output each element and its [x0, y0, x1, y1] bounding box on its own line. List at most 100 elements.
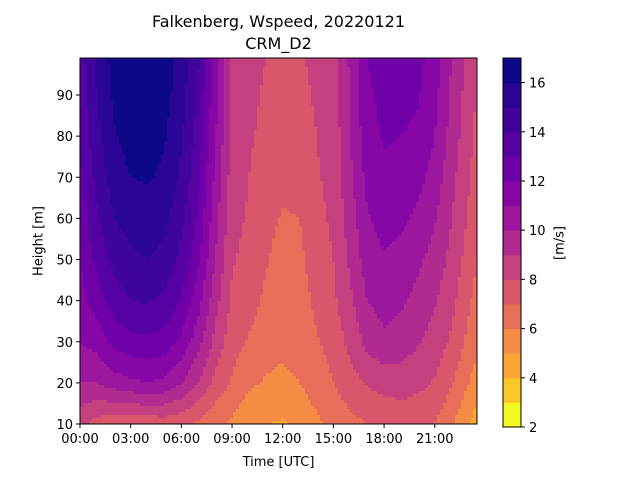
contour-cell — [80, 88, 84, 92]
contour-cell — [188, 256, 192, 260]
contour-cell — [86, 421, 90, 424]
contour-cell — [92, 94, 96, 98]
contour-cell — [170, 241, 174, 245]
contour-cell — [146, 256, 150, 260]
contour-cell — [140, 127, 144, 131]
contour-cell — [92, 130, 96, 134]
contour-cell — [134, 394, 138, 398]
contour-cell — [173, 253, 177, 257]
contour-cell — [125, 331, 129, 335]
contour-cell — [173, 355, 177, 359]
contour-cell — [134, 241, 138, 245]
contour-cell — [161, 229, 165, 233]
contour-cell — [101, 313, 105, 317]
contour-cell — [110, 253, 114, 257]
contour-cell — [188, 175, 192, 179]
contour-cell — [86, 304, 90, 308]
contour-cell — [191, 160, 195, 164]
contour-cell — [164, 178, 168, 182]
contour-cell — [152, 364, 156, 368]
contour-cell — [131, 319, 135, 323]
contour-cell — [143, 268, 147, 272]
contour-cell — [128, 406, 132, 410]
contour-cell — [125, 406, 129, 410]
contour-cell — [200, 175, 204, 179]
contour-cell — [119, 325, 123, 329]
contour-cell — [152, 394, 156, 398]
contour-cell — [131, 295, 135, 299]
contour-cell — [80, 94, 84, 98]
contour-cell — [104, 412, 108, 416]
contour-cell — [200, 238, 204, 242]
contour-cell — [125, 85, 129, 89]
contour-cell — [143, 193, 147, 197]
contour-cell — [92, 313, 96, 317]
contour-cell — [197, 220, 201, 224]
contour-cell — [194, 115, 198, 119]
contour-cell — [134, 370, 138, 374]
contour-cell — [119, 115, 123, 119]
contour-cell — [152, 274, 156, 278]
contour-cell — [119, 223, 123, 227]
contour-cell — [155, 148, 159, 152]
contour-cell — [182, 73, 186, 77]
contour-cell — [194, 127, 198, 131]
contour-cell — [128, 193, 132, 197]
contour-cell — [83, 61, 87, 65]
contour-cell — [161, 163, 165, 167]
contour-cell — [143, 352, 147, 356]
contour-cell — [98, 205, 102, 209]
contour-cell — [158, 325, 162, 329]
contour-cell — [140, 379, 144, 383]
contour-cell — [158, 94, 162, 98]
contour-cell — [125, 283, 129, 287]
contour-cell — [188, 370, 192, 374]
contour-cell — [176, 169, 180, 173]
contour-cell — [134, 160, 138, 164]
contour-cell — [134, 139, 138, 143]
contour-cell — [89, 307, 93, 311]
contour-cell — [122, 343, 126, 347]
contour-cell — [170, 253, 174, 257]
contour-cell — [98, 310, 102, 314]
contour-cell — [152, 148, 156, 152]
contour-cell — [89, 391, 93, 395]
contour-cell — [155, 73, 159, 77]
contour-cell — [137, 256, 141, 260]
contour-cell — [200, 349, 204, 353]
contour-cell — [197, 268, 201, 272]
contour-cell — [146, 268, 150, 272]
contour-cell — [131, 145, 135, 149]
contour-cell — [194, 193, 198, 197]
contour-cell — [95, 379, 99, 383]
contour-cell — [80, 208, 84, 212]
contour-cell — [173, 181, 177, 185]
contour-cell — [167, 277, 171, 281]
contour-cell — [143, 103, 147, 107]
contour-cell — [110, 256, 114, 260]
contour-cell — [89, 406, 93, 410]
contour-cell — [155, 229, 159, 233]
contour-cell — [176, 229, 180, 233]
contour-cell — [98, 403, 102, 407]
contour-cell — [122, 193, 126, 197]
contour-cell — [176, 181, 180, 185]
contour-cell — [92, 256, 96, 260]
contour-cell — [104, 139, 108, 143]
contour-cell — [101, 133, 105, 137]
contour-cell — [128, 61, 132, 65]
contour-cell — [200, 61, 204, 65]
contour-cell — [167, 247, 171, 251]
contour-cell — [98, 70, 102, 74]
contour-cell — [110, 352, 114, 356]
contour-cell — [197, 307, 201, 311]
contour-cell — [185, 106, 189, 110]
contour-cell — [161, 367, 165, 371]
contour-plot-area — [80, 58, 477, 424]
contour-cell — [152, 328, 156, 332]
contour-cell — [146, 406, 150, 410]
contour-cell — [125, 379, 129, 383]
contour-cell — [122, 400, 126, 404]
contour-cell — [182, 247, 186, 251]
contour-cell — [143, 337, 147, 341]
